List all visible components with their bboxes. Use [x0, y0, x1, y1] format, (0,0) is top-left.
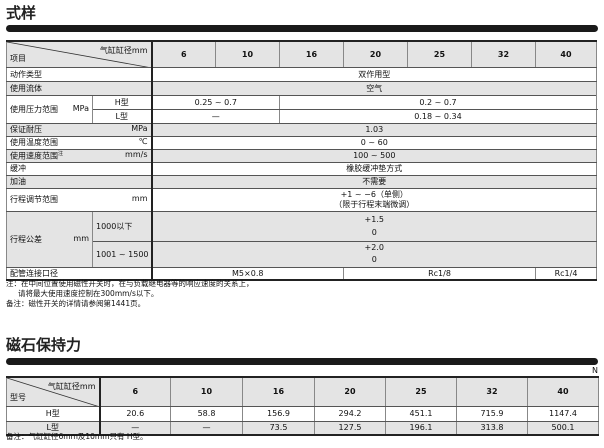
cell: 156.9	[242, 406, 315, 422]
bore-10: 10	[215, 41, 280, 68]
cell: 127.5	[314, 421, 386, 436]
cell: 1147.4	[527, 406, 599, 422]
cell: 73.5	[242, 421, 315, 436]
magnet-bore: 6	[99, 377, 171, 407]
stroke-adj-value: +1 ~ −6（单侧） （限于行程末端微调）	[151, 188, 597, 212]
cell: 451.1	[385, 406, 457, 422]
action-type-label: 动作类型	[6, 67, 153, 82]
cell: 20.6	[99, 406, 171, 422]
magnet-table: 气缸缸径mm 型号 6 10 16 20 25 32 40 H型 20.6 58…	[6, 376, 599, 436]
spec-notes: 注：在中间位置使用磁性开关时，在与负载继电器等的响应速度的关系上， 请将最大使用…	[6, 279, 254, 308]
pressure-h-rest: 0.2 ~ 0.7	[279, 95, 597, 110]
bore-32: 32	[471, 41, 536, 68]
magnet-bore: 25	[385, 377, 457, 407]
magnet-divider	[6, 358, 598, 365]
corner-header: 气缸缸径mm 项目	[6, 41, 153, 68]
pressure-h-label: H型	[92, 95, 153, 110]
action-type-value: 双作用型	[151, 67, 597, 82]
pressure-h-6: 0.25 ~ 0.7	[151, 95, 280, 110]
magnet-bore: 16	[242, 377, 315, 407]
stroke-adj-label: 行程调节范围 mm	[6, 188, 153, 212]
stroke-tol-r1-value: +1.5 0	[151, 211, 597, 242]
cell: —	[99, 421, 171, 436]
spec-title: 式样	[6, 4, 37, 22]
cell: 58.8	[170, 406, 243, 422]
magnet-bore: 32	[456, 377, 528, 407]
stroke-tol-label: 行程公差 mm	[6, 211, 93, 268]
stroke-tol-r1-label: 1000以下	[92, 211, 153, 242]
cushion-value: 橡胶缓冲垫方式	[151, 162, 597, 176]
cell: 294.2	[314, 406, 386, 422]
port-label: 配管连接口径	[6, 267, 153, 281]
fluid-label: 使用流体	[6, 81, 153, 96]
temp-label: 使用温度范围 ℃	[6, 136, 153, 150]
pressure-l-6-10: —	[151, 109, 280, 124]
bore-16: 16	[279, 41, 344, 68]
bore-6: 6	[151, 41, 216, 68]
port-rc14: Rc1/4	[535, 267, 597, 281]
magnet-title: 磁石保持力	[6, 336, 82, 354]
bore-20: 20	[343, 41, 408, 68]
port-rc18: Rc1/8	[343, 267, 536, 281]
magnet-bore: 40	[527, 377, 599, 407]
table-row: L型 — — 73.5 127.5 196.1 313.8 500.1	[6, 421, 599, 436]
lube-label: 加油	[6, 175, 153, 189]
magnet-unit: N	[592, 366, 598, 375]
speed-label: 使用速度范围注 mm/s	[6, 149, 153, 163]
fluid-value: 空气	[151, 81, 597, 96]
temp-value: 0 ~ 60	[151, 136, 597, 150]
magnet-bore: 10	[170, 377, 243, 407]
cell: 196.1	[385, 421, 457, 436]
row-label: H型	[6, 406, 101, 422]
pressure-label: 使用压力范围 MPa	[6, 95, 93, 124]
cushion-label: 缓冲	[6, 162, 153, 176]
pressure-l-label: L型	[92, 109, 153, 124]
table-row: H型 20.6 58.8 156.9 294.2 451.1 715.9 114…	[6, 406, 599, 422]
magnet-note: 备注：气缸缸径6mm及10mm只有 H型。	[6, 432, 148, 441]
row-label: L型	[6, 421, 101, 436]
magnet-corner-header: 气缸缸径mm 型号	[6, 377, 101, 407]
spec-table: 气缸缸径mm 项目 6 10 16 20 25 32 40 动作类型 双作用型 使…	[6, 40, 597, 281]
magnet-bore: 20	[314, 377, 386, 407]
lube-value: 不需要	[151, 175, 597, 189]
proof-value: 1.03	[151, 123, 597, 137]
proof-label: 保证耐压 MPa	[6, 123, 153, 137]
stroke-tol-r2-label: 1001 ~ 1500	[92, 241, 153, 268]
speed-value: 100 ~ 500	[151, 149, 597, 163]
bore-40: 40	[535, 41, 597, 68]
bore-25: 25	[407, 41, 472, 68]
pressure-l-rest: 0.18 ~ 0.34	[279, 109, 597, 124]
cell: 500.1	[527, 421, 599, 436]
cell: 715.9	[456, 406, 528, 422]
cell: 313.8	[456, 421, 528, 436]
cell: —	[170, 421, 243, 436]
stroke-tol-r2-value: +2.0 0	[151, 241, 597, 268]
title-divider	[6, 25, 598, 32]
